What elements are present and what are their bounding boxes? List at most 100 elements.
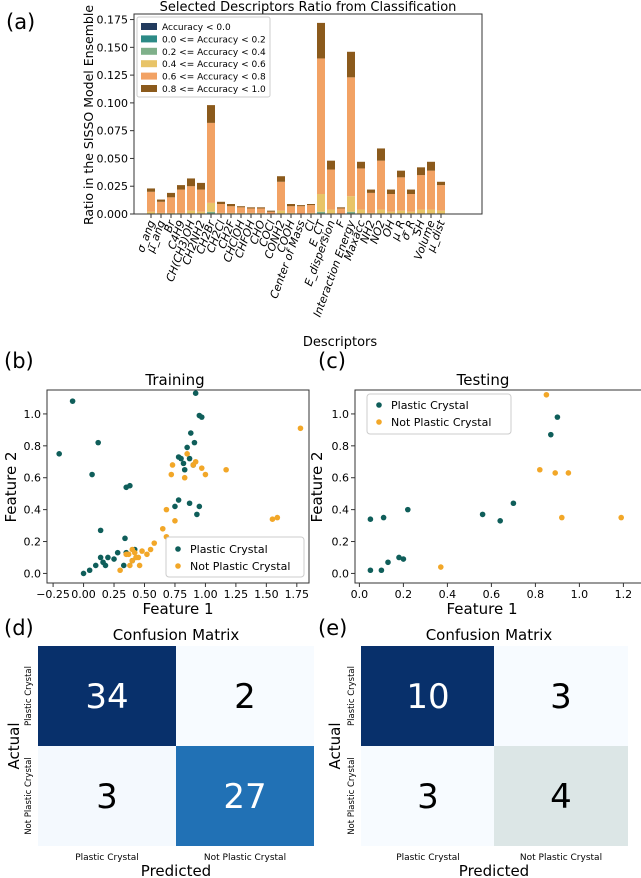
bar-segment — [167, 197, 175, 213]
cm-e-value-0-0: 10 — [406, 677, 449, 717]
bar-segment — [397, 210, 405, 214]
training-legend-notplastic-marker — [175, 563, 181, 569]
plastic-point — [122, 535, 128, 542]
bar-segment — [407, 194, 415, 212]
bar-segment — [417, 175, 425, 210]
plastic-point — [186, 455, 193, 462]
y-tick-label: 0.0 — [332, 567, 350, 580]
not-plastic-point — [129, 557, 136, 564]
cm-e-x-label: Predicted — [459, 862, 529, 878]
plastic-point — [97, 554, 104, 561]
bar-segment — [217, 212, 225, 214]
y-tick-label: 0.175 — [97, 14, 129, 27]
bar-segment — [227, 206, 235, 213]
x-tick-label: 1.50 — [254, 588, 279, 601]
cm-d-value-0-0: 34 — [85, 677, 128, 717]
bar-segment — [407, 211, 415, 214]
testing-y-label: Feature 2 — [308, 452, 326, 523]
x-tick-label: F — [333, 218, 348, 229]
bar-segment — [427, 209, 435, 214]
plastic-point — [114, 549, 121, 556]
cm-d-value-1-0: 3 — [96, 777, 118, 817]
not-plastic-point — [168, 471, 175, 478]
legend-label: 0.8 <= Accuracy < 1.0 — [162, 85, 266, 95]
cm-e-cell-0-0 — [361, 646, 494, 746]
bar-segment — [187, 210, 195, 214]
bar-segment — [367, 212, 375, 214]
bar-segment — [367, 189, 375, 193]
cm-d-cell-1-1 — [176, 746, 314, 846]
bar-segment — [337, 207, 345, 209]
training-ticks: −0.25 0.00 0.25 0.50 0.75 1.00 1.25 1.50 1.75 0.0… — [24, 408, 310, 601]
bar-segment — [157, 212, 165, 214]
bar-segment — [177, 212, 185, 214]
plastic-point — [180, 460, 187, 467]
training-legend-box — [165, 536, 305, 578]
not-plastic-point — [139, 548, 145, 554]
bar-segment — [277, 176, 285, 182]
plastic-point — [378, 567, 385, 574]
x-tick-label: 0.75 — [163, 588, 188, 601]
y-tick-label: 1.0 — [24, 408, 42, 421]
not-plastic-point — [438, 564, 444, 570]
bar-segment — [207, 105, 215, 123]
plastic-point — [479, 511, 486, 518]
bar-segment — [307, 204, 315, 206]
panel-label-d: (d) — [4, 616, 34, 640]
legend-label: 0.0 <= Accuracy < 0.2 — [162, 35, 266, 45]
bar-segment — [307, 212, 315, 214]
bar-segment — [437, 185, 445, 211]
x-tick-label: σ_R — [399, 219, 418, 242]
bar-segment — [207, 122, 215, 203]
bar-chart-x-ticks: σ_angμ_angBrC4H9CH(CH3)OHCH2NH2CH2BrCH2C… — [134, 214, 448, 319]
training-legend-notplastic-label: Not Plastic Crystal — [190, 560, 290, 573]
not-plastic-point — [269, 516, 276, 522]
cm-d-y-label: Actual — [5, 723, 23, 770]
x-tick-label: 1.2 — [615, 588, 633, 601]
legend-swatch — [141, 35, 157, 43]
bar-segment — [377, 148, 385, 161]
bar-segment — [327, 169, 335, 210]
y-tick-label: 0.6 — [24, 472, 42, 485]
x-tick-label: 1.75 — [285, 588, 310, 601]
not-plastic-point — [618, 514, 624, 521]
cm-d-x-label: Predicted — [141, 862, 211, 878]
plastic-point — [111, 556, 117, 562]
not-plastic-point — [127, 562, 133, 569]
bar-segment — [287, 206, 295, 213]
bar-segment — [277, 181, 285, 211]
bar-segment — [287, 204, 295, 207]
bar-segment — [347, 196, 355, 212]
cm-e-col-label-1: Not Plastic Crystal — [520, 853, 602, 863]
plastic-point — [380, 514, 387, 521]
testing-title: Testing — [456, 371, 510, 389]
cm-d-row-label-1: Not Plastic Crystal — [24, 757, 34, 835]
bar-segment — [317, 211, 325, 214]
bar-chart-y-label: Ratio in the SISSO Model Ensemble — [81, 5, 96, 225]
bar-chart-legend: Accuracy < 0.0 0.0 <= Accuracy < 0.2 0.2 <… — [136, 16, 271, 98]
plastic-point — [175, 497, 182, 503]
cm-d-value-1-1: 27 — [223, 777, 266, 817]
bar-segment — [377, 160, 385, 210]
not-plastic-point — [274, 514, 281, 521]
not-plastic-point — [184, 451, 190, 457]
bar-segment — [157, 199, 165, 202]
plastic-point — [92, 562, 99, 569]
not-plastic-point — [223, 466, 229, 473]
bar-chart-bars — [147, 22, 445, 214]
cm-d-title: Confusion Matrix — [113, 626, 240, 644]
cm-e-row-label-0: Plastic Crystal — [347, 666, 357, 726]
bar-segment — [247, 212, 255, 214]
bar-segment — [257, 207, 265, 209]
plastic-point — [187, 430, 194, 436]
x-tick-label: 0.8 — [527, 588, 545, 601]
bar-segment — [227, 212, 235, 214]
plastic-point — [120, 562, 127, 569]
x-tick-label: 0.2 — [395, 588, 413, 601]
testing-frame — [354, 389, 641, 584]
bar-segment — [257, 212, 265, 214]
bar-chart-title: Selected Descriptors Ratio from Classifi… — [160, 0, 457, 15]
bar-segment — [157, 201, 165, 213]
bar-segment — [407, 189, 415, 194]
